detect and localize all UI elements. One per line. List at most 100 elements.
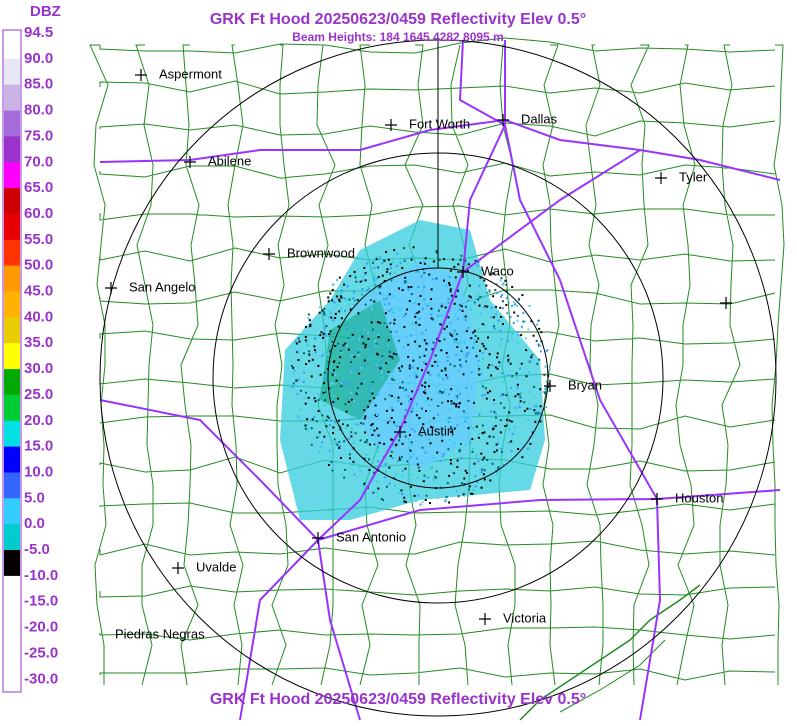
- echo-pixel: [354, 410, 357, 413]
- echo-pixel: [338, 300, 341, 303]
- echo-pixel: [471, 267, 474, 270]
- echo-pixel: [308, 353, 311, 356]
- echo-pixel: [535, 405, 538, 408]
- echo-pixel: [317, 369, 320, 372]
- echo-pixel: [381, 274, 384, 277]
- echo-pixel: [347, 400, 350, 403]
- echo-pixel: [423, 298, 426, 301]
- echo-pixel: [400, 489, 403, 492]
- echo-pixel: [391, 261, 394, 264]
- echo-pixel: [427, 438, 430, 441]
- echo-pixel: [475, 454, 478, 457]
- echo-pixel: [499, 402, 502, 405]
- echo-pixel: [364, 346, 367, 349]
- echo-pixel: [315, 420, 318, 423]
- echo-pixel: [373, 266, 376, 269]
- echo-pixel: [354, 274, 357, 276]
- echo-pixel: [335, 379, 338, 382]
- echo-pixel: [452, 472, 455, 475]
- echo-pixel: [391, 457, 394, 459]
- echo-pixel: [359, 347, 361, 350]
- echo-pixel: [451, 380, 454, 383]
- echo-pixel: [355, 299, 358, 302]
- echo-pixel: [367, 405, 370, 408]
- echo-pixel: [488, 353, 491, 356]
- echo-pixel: [332, 394, 335, 397]
- echo-pixel: [432, 341, 435, 344]
- echo-pixel: [356, 299, 359, 301]
- echo-pixel: [448, 501, 451, 504]
- echo-pixel: [409, 456, 412, 459]
- echo-pixel: [472, 331, 475, 334]
- footer-title: GRK Ft Hood 20250623/0459 Reflectivity E…: [210, 691, 586, 708]
- echo-pixel: [436, 497, 439, 499]
- echo-pixel: [459, 308, 461, 311]
- echo-pixel: [483, 431, 486, 434]
- echo-pixel: [468, 488, 470, 491]
- echo-pixel: [438, 313, 440, 316]
- legend-label: -5.0: [24, 541, 50, 558]
- echo-pixel: [389, 420, 391, 422]
- echo-pixel: [350, 311, 353, 314]
- echo-pixel: [452, 490, 455, 493]
- echo-pixel: [523, 447, 526, 449]
- echo-pixel: [455, 295, 458, 298]
- echo-pixel: [360, 382, 363, 385]
- echo-pixel: [508, 419, 511, 422]
- echo-pixel: [328, 310, 331, 313]
- echo-pixel: [502, 282, 505, 285]
- echo-pixel: [462, 317, 465, 320]
- echo-pixel: [377, 434, 380, 437]
- echo-pixel: [343, 297, 346, 300]
- echo-pixel: [377, 334, 380, 337]
- echo-pixel: [537, 412, 540, 415]
- echo-pixel: [363, 267, 366, 269]
- echo-pixel: [377, 414, 380, 416]
- echo-pixel: [472, 298, 475, 301]
- echo-pixel: [488, 435, 491, 438]
- echo-pixel: [387, 339, 390, 342]
- echo-pixel: [308, 319, 311, 322]
- echo-pixel: [463, 447, 465, 449]
- echo-pixel: [325, 425, 328, 428]
- echo-pixel: [482, 473, 485, 476]
- echo-pixel: [389, 383, 392, 385]
- echo-pixel: [409, 398, 412, 401]
- echo-pixel: [480, 377, 483, 380]
- echo-pixel: [465, 360, 468, 363]
- echo-pixel: [496, 292, 499, 294]
- echo-pixel: [472, 345, 475, 348]
- echo-pixel: [415, 250, 418, 253]
- echo-pixel: [424, 381, 427, 384]
- echo-pixel: [303, 396, 306, 399]
- echo-pixel: [328, 455, 331, 458]
- echo-pixel: [425, 410, 427, 412]
- echo-pixel: [375, 491, 378, 494]
- echo-pixel: [444, 498, 447, 501]
- echo-pixel: [519, 367, 521, 370]
- city-marker: [172, 562, 184, 574]
- echo-pixel: [405, 408, 408, 411]
- echo-pixel: [352, 460, 355, 463]
- echo-pixel: [472, 488, 475, 491]
- echo-pixel: [411, 322, 414, 325]
- echo-pixel: [469, 425, 472, 428]
- echo-pixel: [428, 407, 431, 410]
- echo-pixel: [469, 385, 472, 388]
- echo-pixel: [350, 418, 353, 421]
- echo-pixel: [395, 473, 398, 476]
- echo-pixel: [481, 424, 484, 427]
- echo-pixel: [386, 325, 388, 328]
- echo-pixel: [403, 396, 406, 399]
- legend-label: -30.0: [24, 670, 58, 687]
- echo-pixel: [437, 345, 440, 348]
- echo-pixel: [464, 411, 467, 414]
- echo-pixel: [424, 389, 427, 391]
- echo-pixel: [431, 364, 434, 367]
- echo-pixel: [382, 298, 385, 301]
- echo-pixel: [364, 303, 367, 306]
- echo-pixel: [372, 328, 374, 331]
- echo-pixel: [544, 365, 547, 368]
- echo-pixel: [507, 354, 510, 357]
- echo-pixel: [423, 271, 426, 274]
